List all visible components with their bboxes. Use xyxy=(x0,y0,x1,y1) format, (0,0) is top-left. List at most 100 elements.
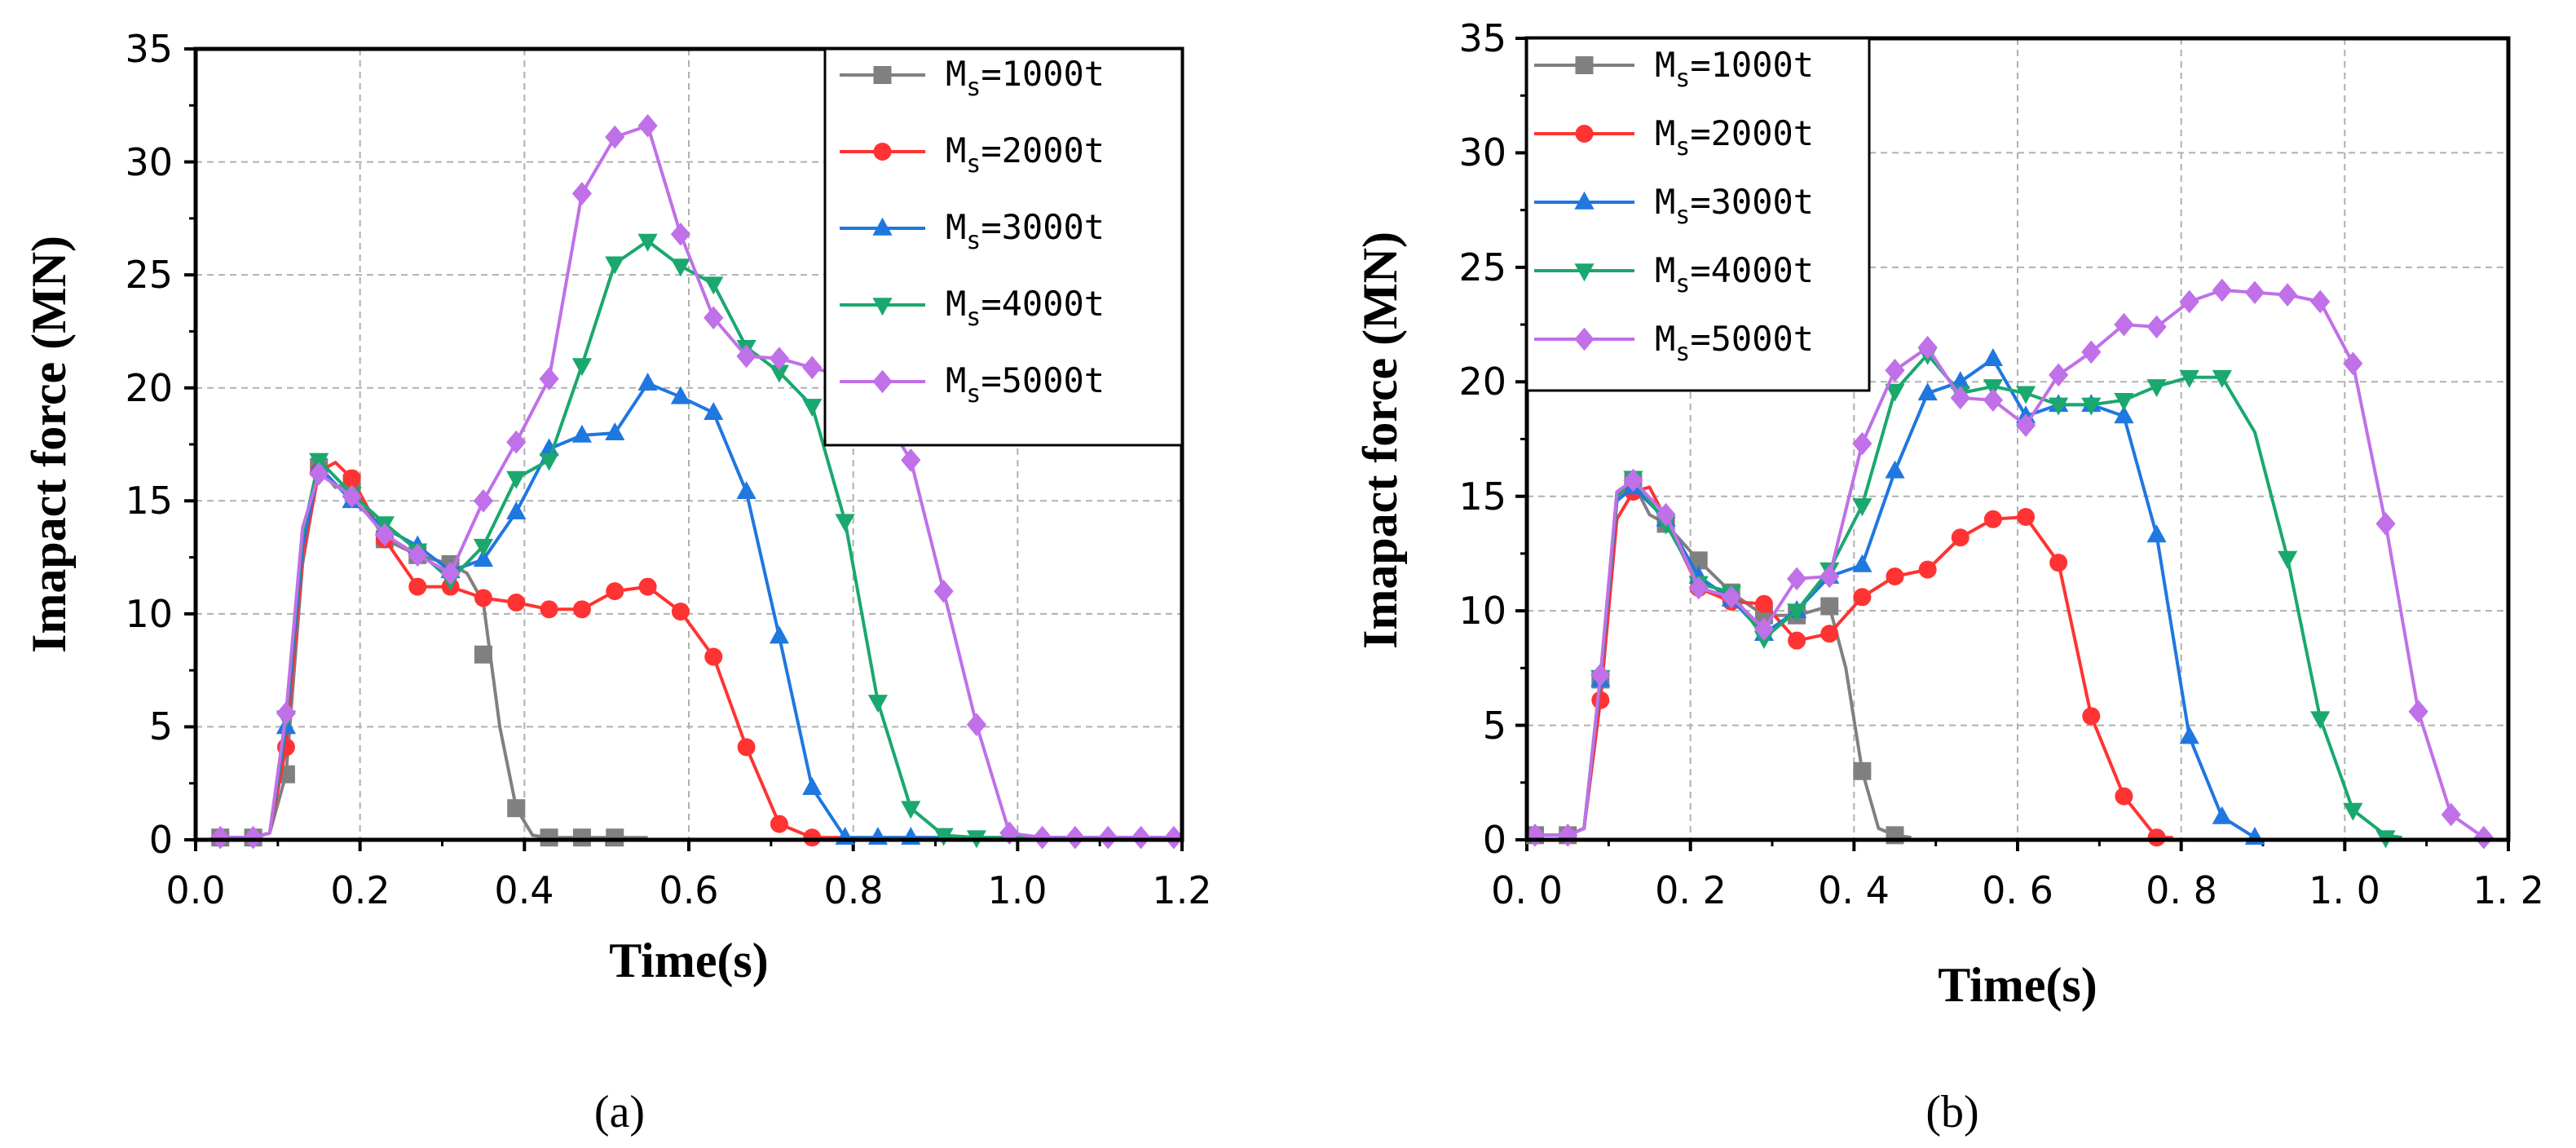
panel-a-data-point-ms-5000t xyxy=(704,306,724,330)
panel-b-plot-frame xyxy=(1524,36,2511,842)
panel-b-data-point-ms-5000t xyxy=(1787,567,1807,591)
panel-b-legend-symbols xyxy=(1534,56,1634,351)
panel-b-data-point-ms-3000t xyxy=(1983,348,2003,366)
panel-b-data-point-ms-4000t xyxy=(2146,379,2167,398)
panel-a-data-point-ms-5000t xyxy=(571,182,593,205)
panel-b-y-tick-label: 5 xyxy=(1483,704,1506,748)
panel-b-legend-entry: Ms=1000t xyxy=(1655,45,1814,93)
panel-a-data-point-ms-3000t xyxy=(473,549,494,567)
panel-a-data-point-ms-2000t xyxy=(507,594,526,612)
panel-a-data-point-ms-3000t xyxy=(704,402,724,420)
panel-b-data-point-ms-4000t xyxy=(2114,392,2134,411)
panel-b-data-point-ms-5000t xyxy=(1656,502,1676,527)
panel-b-data-point-ms-5000t xyxy=(2015,413,2036,437)
panel-b-data-point-ms-5000t xyxy=(1820,564,1840,589)
panel-b-data-point-ms-5000t xyxy=(2244,280,2265,305)
panel-a-data-point-ms-4000t xyxy=(901,801,921,819)
panel-a-data-point-ms-4000t xyxy=(769,364,790,383)
panel-a-data-point-ms-5000t xyxy=(342,484,362,509)
panel-a-data-point-ms-3000t xyxy=(571,424,593,443)
panel-b-data-point-ms-2000t xyxy=(1983,510,2002,528)
panel-b-legend-marker-ms-5000t xyxy=(1574,327,1595,351)
panel-b-data-point-ms-1000t xyxy=(1820,597,1839,616)
panel-a-data-point-ms-2000t xyxy=(474,589,492,607)
panel-a-data-point-ms-2000t xyxy=(737,738,756,757)
panel-b-series xyxy=(1524,278,2494,850)
panel-b-legend-entry: Ms=3000t xyxy=(1655,182,1814,230)
panel-a-legend-entry: Ms=2000t xyxy=(946,130,1105,179)
panel-b-x-tick-label: 0. 8 xyxy=(2146,868,2217,912)
panel-b-data-point-ms-2000t xyxy=(1886,567,1904,586)
panel-a-data-point-ms-5000t xyxy=(670,222,691,246)
panel-b-data-point-ms-4000t xyxy=(1885,383,1905,402)
panel-b-data-point-ms-5000t xyxy=(2375,512,2396,536)
panel-a-data-point-ms-5000t xyxy=(1163,825,1184,850)
panel-b-legend-entry: Ms=5000t xyxy=(1655,319,1814,367)
panel-b-data-point-ms-5000t xyxy=(2441,802,2461,827)
panel-b-data-point-ms-4000t xyxy=(2049,397,2069,416)
panel-a-legend-marker-ms-2000t xyxy=(873,143,892,161)
panel-a-series-line-ms-3000t xyxy=(220,382,1174,840)
panel-b-data-point-ms-5000t xyxy=(1721,585,1741,609)
panel-b-caption: (b) xyxy=(1925,1087,1978,1137)
panel-a-legend-marker-ms-1000t xyxy=(873,66,892,84)
panel-a-data-point-ms-5000t xyxy=(637,113,658,138)
panel-b-data-point-ms-5000t xyxy=(1623,468,1643,492)
panel-b-data-point-ms-5000t xyxy=(1885,358,1905,382)
panel-a-data-point-ms-4000t xyxy=(506,470,527,489)
panel-a-data-point-ms-4000t xyxy=(802,399,823,417)
panel-a-x-tick-label: 0.6 xyxy=(659,868,718,912)
panel-a-data-point-ms-4000t xyxy=(670,258,691,277)
panel-b-legend-marker-ms-3000t xyxy=(1574,191,1595,210)
panel-b-data-point-ms-2000t xyxy=(1951,528,1969,547)
panel-a-data-point-ms-3000t xyxy=(769,625,790,644)
panel-b-data-point-ms-2000t xyxy=(1853,588,1872,607)
panel-a-y-tick-label: 15 xyxy=(125,479,173,523)
panel-a-data-point-ms-4000t xyxy=(835,514,855,532)
panel-a-data-point-ms-4000t xyxy=(605,256,625,275)
panel-a-data-point-ms-3000t xyxy=(539,438,559,457)
panel-a-data-point-ms-5000t xyxy=(736,344,756,369)
panel-b-y-tick-label: 35 xyxy=(1458,16,1506,60)
panel-a-y-axis-title: Imapact force (MN) xyxy=(22,236,76,653)
panel-a: 0 5 10 15 20 25 30 35 0.0 0.2 0.4 0.6 0.… xyxy=(22,27,1212,1137)
panel-a-data-point-ms-3000t xyxy=(802,777,823,796)
panel-b-data-point-ms-5000t xyxy=(2310,289,2331,314)
panel-b-legend-marker-ms-4000t xyxy=(1574,263,1595,282)
panel-a-data-point-ms-3000t xyxy=(605,422,625,440)
panel-a-data-point-ms-4000t xyxy=(704,276,724,295)
panel-a-legend-entry: Ms=4000t xyxy=(946,284,1105,332)
panel-b-data-point-ms-5000t xyxy=(1590,663,1611,687)
panel-b-data-point-ms-4000t xyxy=(2179,369,2199,388)
panel-b-x-tick-label: 1. 2 xyxy=(2472,868,2544,912)
panel-b-data-point-ms-3000t xyxy=(1950,371,1970,390)
panel-b-data-point-ms-2000t xyxy=(1820,625,1839,643)
panel-b-data-point-ms-5000t xyxy=(2179,289,2199,314)
panel-b-data-point-ms-2000t xyxy=(1788,631,1806,650)
panel-a-data-point-ms-5000t xyxy=(901,448,921,472)
panel-a-data-point-ms-5000t xyxy=(1032,825,1052,850)
panel-a-legend-marker-ms-3000t xyxy=(872,217,893,236)
panel-a-data-point-ms-2000t xyxy=(638,577,657,596)
panel-b-x-tick-label: 0. 2 xyxy=(1655,868,1727,912)
panel-a-data-point-ms-3000t xyxy=(670,386,691,404)
panel-a-data-point-ms-5000t xyxy=(1098,825,1118,850)
panel-a-data-point-ms-2000t xyxy=(770,815,788,833)
panel-b-data-point-ms-5000t xyxy=(1852,431,1872,456)
panel-a-caption: (a) xyxy=(594,1087,645,1137)
panel-b-data-point-ms-5000t xyxy=(2146,315,2167,339)
panel-b-data-point-ms-4000t xyxy=(2310,711,2331,730)
panel-a-data-point-ms-3000t xyxy=(637,372,658,391)
panel-b-data-point-ms-5000t xyxy=(1950,386,1970,410)
panel-a-data-point-ms-5000t xyxy=(769,347,790,370)
panel-b-data-point-ms-5000t xyxy=(2473,825,2494,850)
panel-b-data-point-ms-1000t xyxy=(1853,762,1872,780)
panel-b-y-tick-label: 15 xyxy=(1458,475,1506,519)
panel-a-data-point-ms-5000t xyxy=(506,430,527,454)
panel-b-data-point-ms-5000t xyxy=(1753,617,1775,641)
panel-a-data-point-ms-4000t xyxy=(933,828,954,846)
panel-a-data-point-ms-5000t xyxy=(210,825,231,850)
panel-b-data-point-ms-2000t xyxy=(2049,554,2068,572)
panel-a-data-point-ms-4000t xyxy=(571,358,593,377)
